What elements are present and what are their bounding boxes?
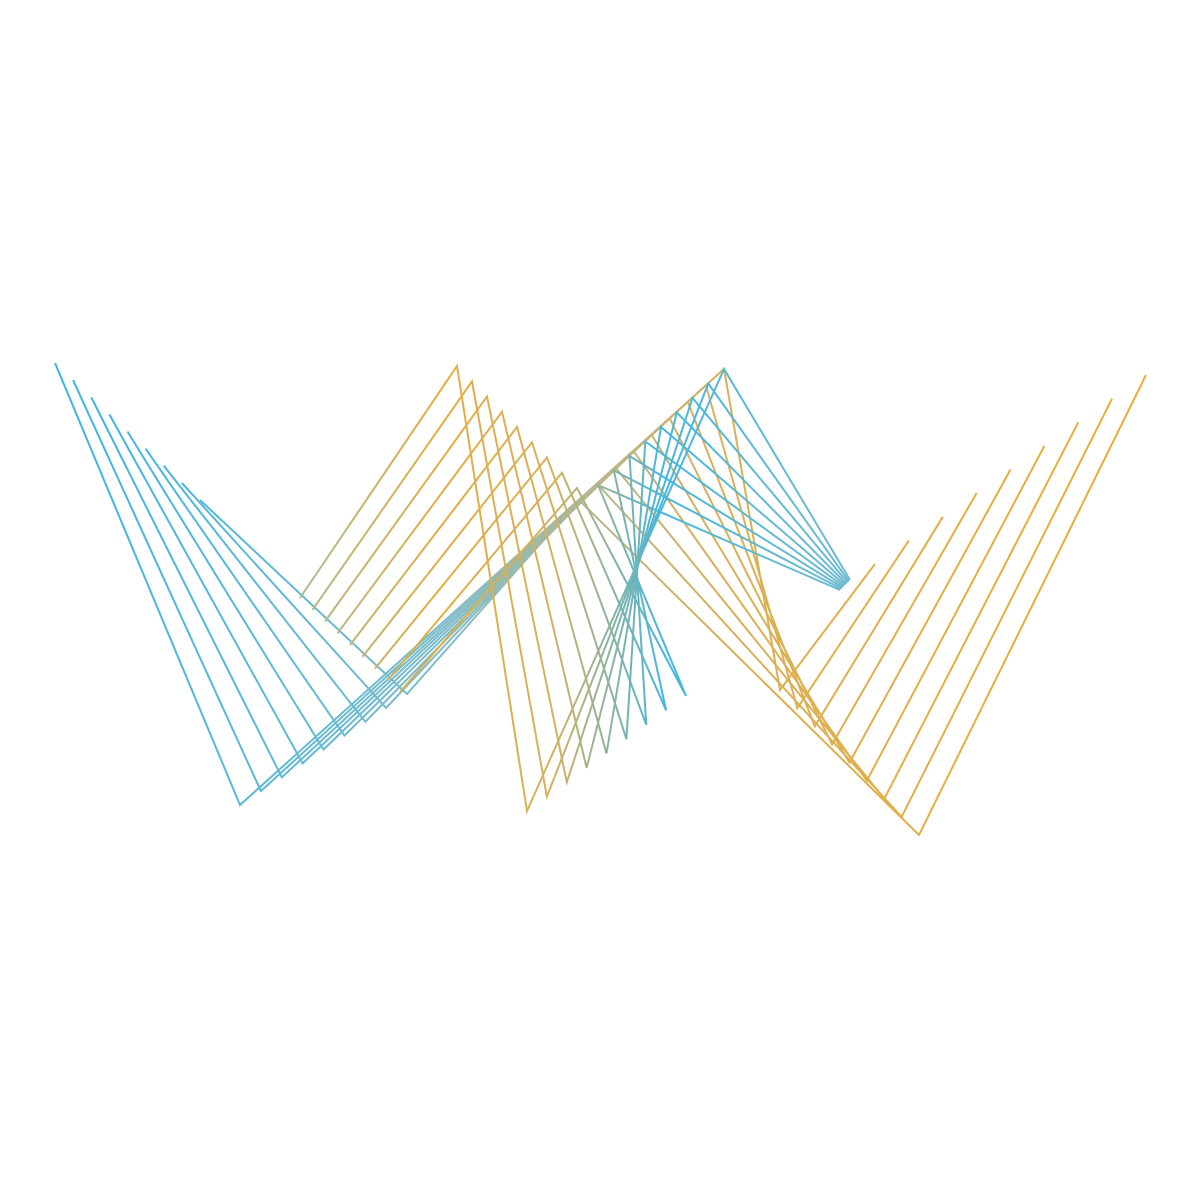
strand-a-9 [199,374,1147,837]
strand-b-7 [374,454,844,726]
strand-b-4 [336,409,848,769]
strand-a-4 [108,413,978,766]
strand-group-blue-start [54,362,1147,837]
strand-b-3 [324,394,849,787]
strand-b-9 [399,483,841,697]
strand-b-6 [361,439,845,740]
strand-b-8 [386,468,842,711]
strand-group-gold-start [299,363,851,815]
strand-a-3 [90,396,944,779]
strand-a-2 [72,379,910,793]
strand-a-6 [144,445,1046,783]
strand-b-1 [299,363,851,815]
strand-a-5 [126,430,1012,765]
strand-a-7 [163,421,1080,801]
strand-a-8 [181,398,1113,819]
strand-b-5 [349,424,846,754]
strand-b-2 [311,378,850,801]
